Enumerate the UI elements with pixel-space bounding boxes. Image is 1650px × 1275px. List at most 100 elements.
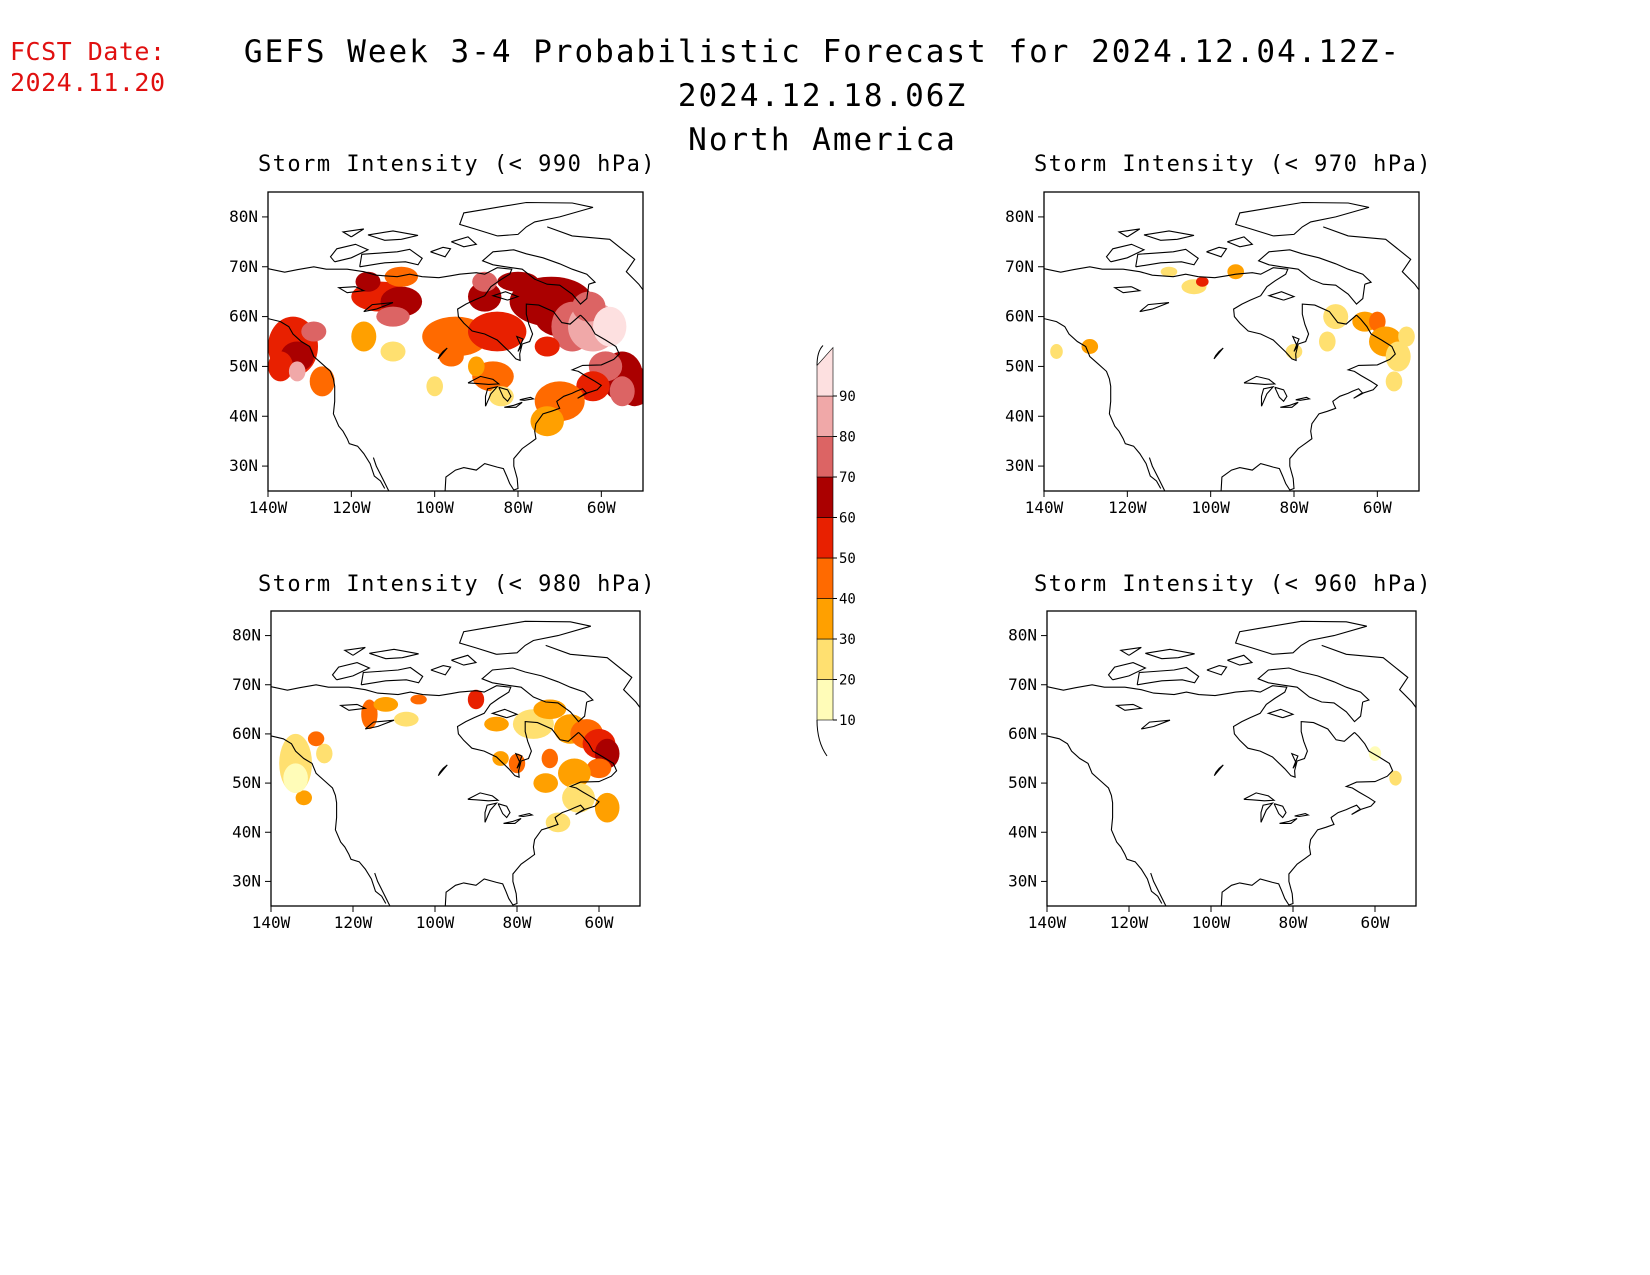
coastline	[1266, 708, 1295, 719]
probability-area	[1323, 304, 1349, 330]
coastline	[1227, 654, 1254, 666]
probability-area	[492, 751, 509, 766]
panel-title-970: Storm Intensity (< 970 hPa)	[1033, 152, 1433, 177]
lon-tick-label: 60W	[585, 913, 614, 932]
map-panel-970: 80N 70N 60N 50N 40N 30N 140W 120W 100W 80W 60W	[1005, 191, 1420, 517]
probability-area	[268, 351, 293, 382]
coastline	[1267, 291, 1296, 301]
coastline	[484, 802, 499, 823]
coastline	[451, 236, 478, 248]
lat-tick-label: 40N	[1005, 406, 1034, 425]
lon-tick-label: 60W	[1361, 913, 1390, 932]
coastline	[458, 201, 594, 237]
probability-area	[373, 697, 399, 712]
coastline	[1143, 230, 1195, 241]
lat-tick-label: 30N	[229, 456, 258, 475]
coastline	[515, 335, 524, 352]
map-panel-980: 80N 70N 60N 50N 40N 30N 140W 120W 100W 80W 60W	[232, 610, 641, 932]
colorbar-label: 60	[839, 511, 856, 527]
coastline	[1150, 872, 1167, 906]
colorbar-swatch	[816, 679, 834, 721]
probability-area	[468, 356, 485, 377]
coastline	[1260, 802, 1275, 823]
coastline	[545, 644, 640, 709]
lat-tick-label: 70N	[1008, 675, 1037, 694]
probability-area	[586, 758, 612, 779]
coastline	[1243, 792, 1276, 802]
probability-area	[1368, 746, 1382, 761]
probability-area	[309, 366, 335, 397]
colorbar-swatch	[816, 395, 834, 437]
coastline	[1135, 248, 1199, 268]
probability-area	[1160, 266, 1178, 277]
forecast-date-block: FCST Date: 2024.11.20	[10, 36, 166, 98]
page-title: GEFS Week 3-4 Probabilistic Forecast for…	[150, 30, 1495, 162]
coastline	[444, 314, 620, 491]
coastline	[1227, 236, 1254, 248]
coastline	[1220, 314, 1396, 491]
lat-tick-label: 80N	[229, 207, 258, 226]
coastline	[1145, 648, 1195, 660]
colorbar-swatch	[816, 346, 834, 397]
coastline	[1294, 813, 1310, 818]
lat-tick-label: 70N	[232, 675, 261, 694]
coastline	[1117, 228, 1141, 238]
coastline	[341, 228, 365, 238]
coastline	[364, 719, 395, 730]
probability-area	[1389, 770, 1402, 786]
colorbar-label: 80	[839, 430, 856, 446]
probability-area	[283, 763, 308, 793]
colorbar-swatch	[816, 557, 834, 599]
probability-area	[410, 694, 427, 705]
coastline	[1213, 347, 1224, 360]
probability-area	[534, 336, 560, 357]
coastline	[1119, 646, 1142, 656]
coastline	[518, 813, 534, 818]
coastline	[497, 803, 511, 819]
coastline	[1273, 803, 1287, 819]
coastline	[268, 318, 386, 489]
probability-area	[593, 306, 627, 347]
coastline	[1280, 401, 1299, 408]
coastline	[444, 732, 618, 906]
coastline	[1295, 396, 1312, 401]
probability-area	[438, 346, 464, 367]
coastline	[514, 752, 523, 769]
colorbar-label: 90	[839, 389, 856, 405]
probability-area	[541, 748, 558, 769]
lat-tick-label: 50N	[229, 356, 258, 375]
lat-tick-label: 70N	[1005, 257, 1034, 276]
coastline	[458, 620, 591, 655]
map-panel-960: 80N 70N 60N 50N 40N 30N 140W 120W 100W 80W 60W	[1008, 610, 1417, 932]
coastline	[1323, 226, 1419, 291]
lon-tick-label: 140W	[1028, 913, 1067, 932]
coastline	[343, 646, 366, 656]
lon-tick-label: 80W	[504, 498, 533, 517]
title-line-2: North America	[688, 122, 957, 158]
probability-area	[1081, 339, 1099, 354]
lat-tick-label: 40N	[232, 822, 261, 841]
probability-area	[1319, 331, 1336, 352]
probability-area	[376, 306, 410, 327]
map-frame	[270, 610, 641, 907]
probability-area	[1398, 326, 1415, 347]
probability-area	[288, 361, 306, 382]
map-frame	[1043, 191, 1420, 492]
probability-area	[301, 321, 327, 342]
lon-tick-label: 120W	[334, 913, 373, 932]
lat-tick-label: 60N	[229, 307, 258, 326]
coastline	[1234, 201, 1370, 237]
lat-tick-label: 50N	[232, 773, 261, 792]
coastline	[451, 654, 478, 666]
coastline	[430, 246, 452, 258]
probability-area	[1050, 344, 1063, 359]
coastline	[1206, 246, 1228, 258]
colorbar-label: 20	[839, 673, 856, 689]
colorbar-swatch	[816, 638, 834, 680]
colorbar: 10 20 30 40 50 60 70 80 90	[816, 345, 856, 757]
colorbar-tip	[816, 719, 828, 757]
coastline	[1321, 644, 1416, 709]
coastline	[1291, 335, 1300, 352]
probability-area	[1385, 371, 1403, 392]
coastline	[1047, 684, 1355, 779]
